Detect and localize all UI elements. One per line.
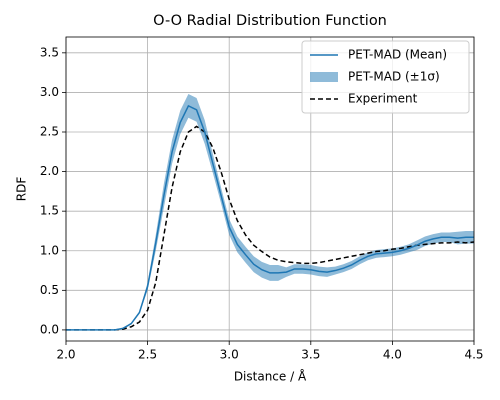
x-tick-label: 3.0 [220, 348, 239, 362]
y-tick-label: 1.0 [40, 243, 59, 257]
y-tick-label: 0.5 [40, 283, 59, 297]
legend-swatch [310, 72, 338, 82]
y-tick-label: 3.0 [40, 85, 59, 99]
y-tick-label: 2.0 [40, 164, 59, 178]
x-tick-label: 3.5 [301, 348, 320, 362]
y-tick-label: 2.5 [40, 125, 59, 139]
band [66, 94, 474, 330]
legend-label: PET-MAD (±1σ) [348, 70, 440, 84]
x-axis-label: Distance / Å [234, 369, 307, 384]
y-tick-label: 0.0 [40, 322, 59, 336]
legend-box [301, 40, 470, 114]
line [66, 125, 474, 331]
plot-frame [65, 36, 475, 342]
legend-label: PET-MAD (Mean) [348, 48, 447, 62]
y-tick-label: 1.5 [40, 204, 59, 218]
line [66, 104, 474, 331]
x-tick-label: 2.5 [138, 348, 157, 362]
x-tick-label: 4.0 [383, 348, 402, 362]
legend-label: Experiment [348, 92, 418, 106]
x-tick-label: 2.0 [56, 348, 75, 362]
chart-title: O-O Radial Distribution Function [153, 13, 387, 29]
y-axis-label: RDF [15, 177, 29, 202]
y-tick-label: 3.5 [40, 45, 59, 59]
x-tick-label: 4.5 [464, 348, 483, 362]
